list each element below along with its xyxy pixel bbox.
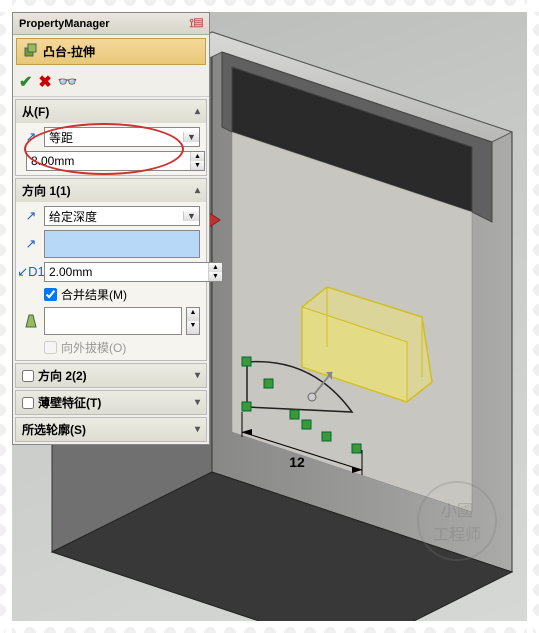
depth-d1-icon: ↙D1 — [22, 264, 40, 280]
section-dir2: 方向 2(2) ▾ — [15, 363, 207, 388]
chevron-icon: ▴ — [195, 106, 200, 117]
section-from-title: 从(F) — [22, 103, 49, 120]
section-dir1-header[interactable]: 方向 1(1) ▴ — [16, 179, 206, 202]
draft-outward-checkbox — [44, 341, 57, 354]
property-manager-panel: PropertyManager ⟟▤ 凸台-拉伸 ✔ ✖ 👓 从(F) ▴ ↗ — [12, 12, 210, 445]
dropdown-arrow-icon[interactable]: ▼ — [183, 211, 199, 221]
from-offset-spinner[interactable]: ▲ ▼ — [26, 151, 205, 171]
preview-button[interactable]: 👓 — [58, 72, 78, 92]
section-from: 从(F) ▴ ↗ 等距 ▼ ▲ — [15, 99, 207, 176]
pm-action-bar: ✔ ✖ 👓 — [13, 68, 209, 97]
chevron-icon: ▾ — [195, 397, 200, 408]
thin-enable-checkbox[interactable] — [22, 397, 34, 409]
spin-up-icon[interactable]: ▲ — [187, 308, 199, 321]
chevron-icon: ▾ — [195, 424, 200, 435]
from-condition-value: 等距 — [45, 129, 183, 146]
pm-title-text: PropertyManager — [19, 18, 109, 30]
section-dir2-header[interactable]: 方向 2(2) ▾ — [16, 364, 206, 387]
chevron-icon: ▴ — [195, 185, 200, 196]
spin-down-icon[interactable]: ▼ — [209, 272, 222, 281]
spin-down-icon[interactable]: ▼ — [191, 161, 204, 170]
svg-text:12: 12 — [289, 454, 305, 470]
spin-up-icon[interactable]: ▲ — [209, 263, 222, 272]
section-dir2-title: 方向 2(2) — [38, 367, 87, 384]
direction-vector-selection[interactable] — [44, 230, 200, 258]
direction-vector-icon[interactable]: ↗ — [22, 236, 40, 252]
section-dir1-title: 方向 1(1) — [22, 182, 71, 199]
section-thin-header[interactable]: 薄壁特征(T) ▾ — [16, 391, 206, 414]
pm-header: PropertyManager ⟟▤ — [13, 13, 209, 35]
section-contours-header[interactable]: 所选轮廓(S) ▾ — [16, 418, 206, 441]
dir2-enable-checkbox[interactable] — [22, 370, 34, 382]
dir1-condition-value: 给定深度 — [45, 208, 183, 225]
from-offset-input[interactable] — [27, 152, 190, 170]
draft-icon[interactable] — [22, 313, 40, 329]
section-contours-title: 所选轮廓(S) — [22, 421, 86, 438]
extrude-icon — [23, 42, 39, 61]
merge-result-label: 合并结果(M) — [61, 286, 127, 303]
dir1-condition-dropdown[interactable]: 给定深度 ▼ — [44, 206, 200, 226]
cancel-button[interactable]: ✖ — [38, 72, 51, 92]
section-thin: 薄壁特征(T) ▾ — [15, 390, 207, 415]
section-from-header[interactable]: 从(F) ▴ — [16, 100, 206, 123]
spin-up-icon[interactable]: ▲ — [191, 152, 204, 161]
chevron-icon: ▾ — [195, 370, 200, 381]
draft-selection[interactable] — [44, 307, 182, 335]
feature-name: 凸台-拉伸 — [43, 43, 95, 60]
spin-down-icon[interactable]: ▼ — [187, 321, 199, 334]
section-thin-title: 薄壁特征(T) — [38, 394, 101, 411]
reverse-direction-icon[interactable]: ↗ — [22, 208, 40, 224]
dropdown-arrow-icon[interactable]: ▼ — [183, 132, 199, 142]
from-condition-dropdown[interactable]: 等距 ▼ — [44, 127, 200, 147]
offset-direction-icon[interactable]: ↗ — [22, 129, 40, 145]
dir1-depth-spinner[interactable]: ▲ ▼ — [44, 262, 223, 282]
dir1-depth-input[interactable] — [45, 263, 208, 281]
merge-result-row[interactable]: 合并结果(M) — [22, 286, 200, 303]
ok-button[interactable]: ✔ — [19, 72, 32, 92]
section-contours: 所选轮廓(S) ▾ — [15, 417, 207, 442]
feature-title-bar: 凸台-拉伸 — [16, 38, 206, 65]
merge-result-checkbox[interactable] — [44, 288, 57, 301]
pushpin-icon[interactable]: ⟟▤ — [189, 16, 203, 31]
draft-outward-row: 向外拔模(O) — [22, 339, 200, 356]
draft-outward-label: 向外拔模(O) — [61, 339, 126, 356]
section-dir1: 方向 1(1) ▴ ↗ 给定深度 ▼ ↗ ↙D1 — [15, 178, 207, 361]
